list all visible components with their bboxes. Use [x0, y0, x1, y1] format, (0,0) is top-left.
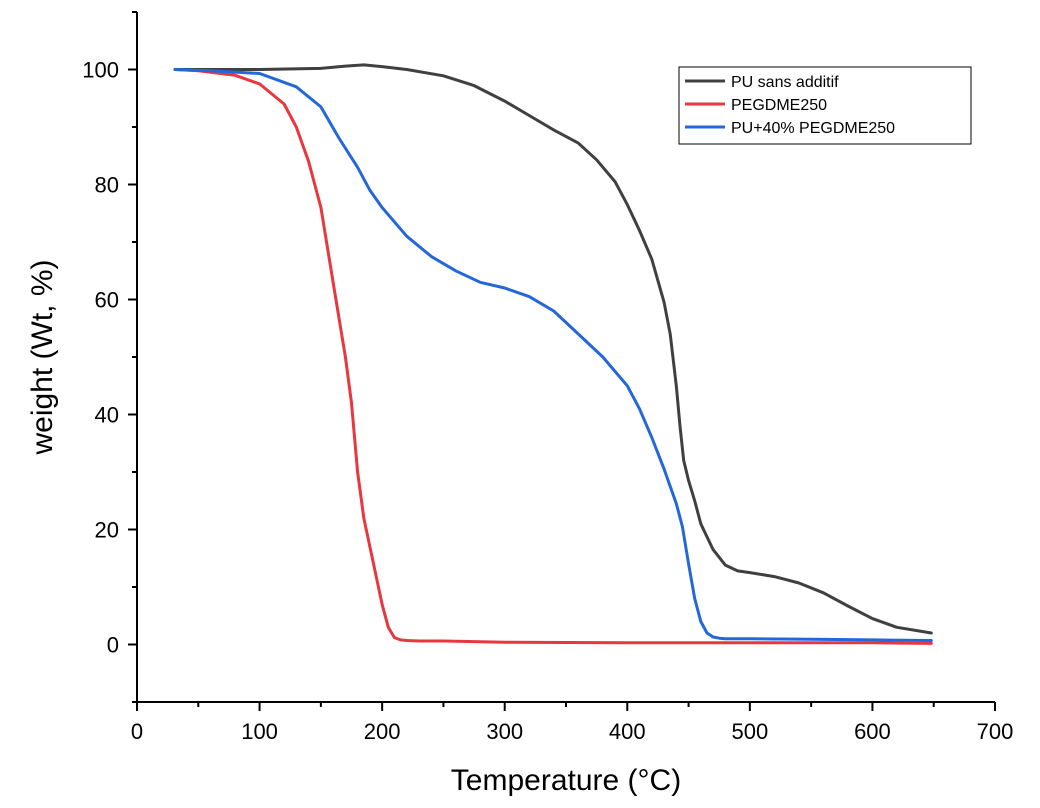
x-tick-label: 400 — [609, 719, 646, 744]
x-tick-label: 500 — [731, 719, 768, 744]
y-tick-label: 60 — [95, 288, 119, 313]
legend-box — [678, 66, 972, 145]
x-tick-label: 100 — [241, 719, 278, 744]
y-axis-title: weight (Wt, %) — [26, 259, 59, 455]
x-tick-label: 0 — [131, 719, 143, 744]
legend-label: PU+40% PEGDME250 — [731, 120, 895, 137]
axes: 0 100 200 300 400 500 600 700 0 20 40 60 80 100 — [82, 11, 1014, 744]
x-tick-label: 200 — [364, 719, 401, 744]
series-line-2 — [173, 68, 933, 645]
y-tick-label: 40 — [95, 403, 119, 428]
legend-label: PEGDME250 — [731, 97, 827, 114]
x-tick-label: 700 — [977, 719, 1014, 744]
legend: PU sans additif PEGDME250 PU+40% PEGDME250 — [678, 66, 972, 145]
series-line-1 — [173, 63, 933, 635]
y-tick-label: 80 — [95, 173, 119, 198]
x-axis-title: Temperature (°C) — [451, 764, 681, 797]
y-tick-label: 0 — [107, 633, 119, 658]
series-line-3 — [173, 68, 933, 642]
y-tick-label: 20 — [95, 518, 119, 543]
series-lines — [173, 63, 933, 645]
legend-label: PU sans additif — [731, 74, 839, 91]
x-tick-label: 300 — [486, 719, 523, 744]
axis-labels: Temperature (°C) weight (Wt, %) — [26, 259, 681, 797]
y-tick-label: 100 — [82, 58, 119, 83]
x-tick-label: 600 — [854, 719, 891, 744]
